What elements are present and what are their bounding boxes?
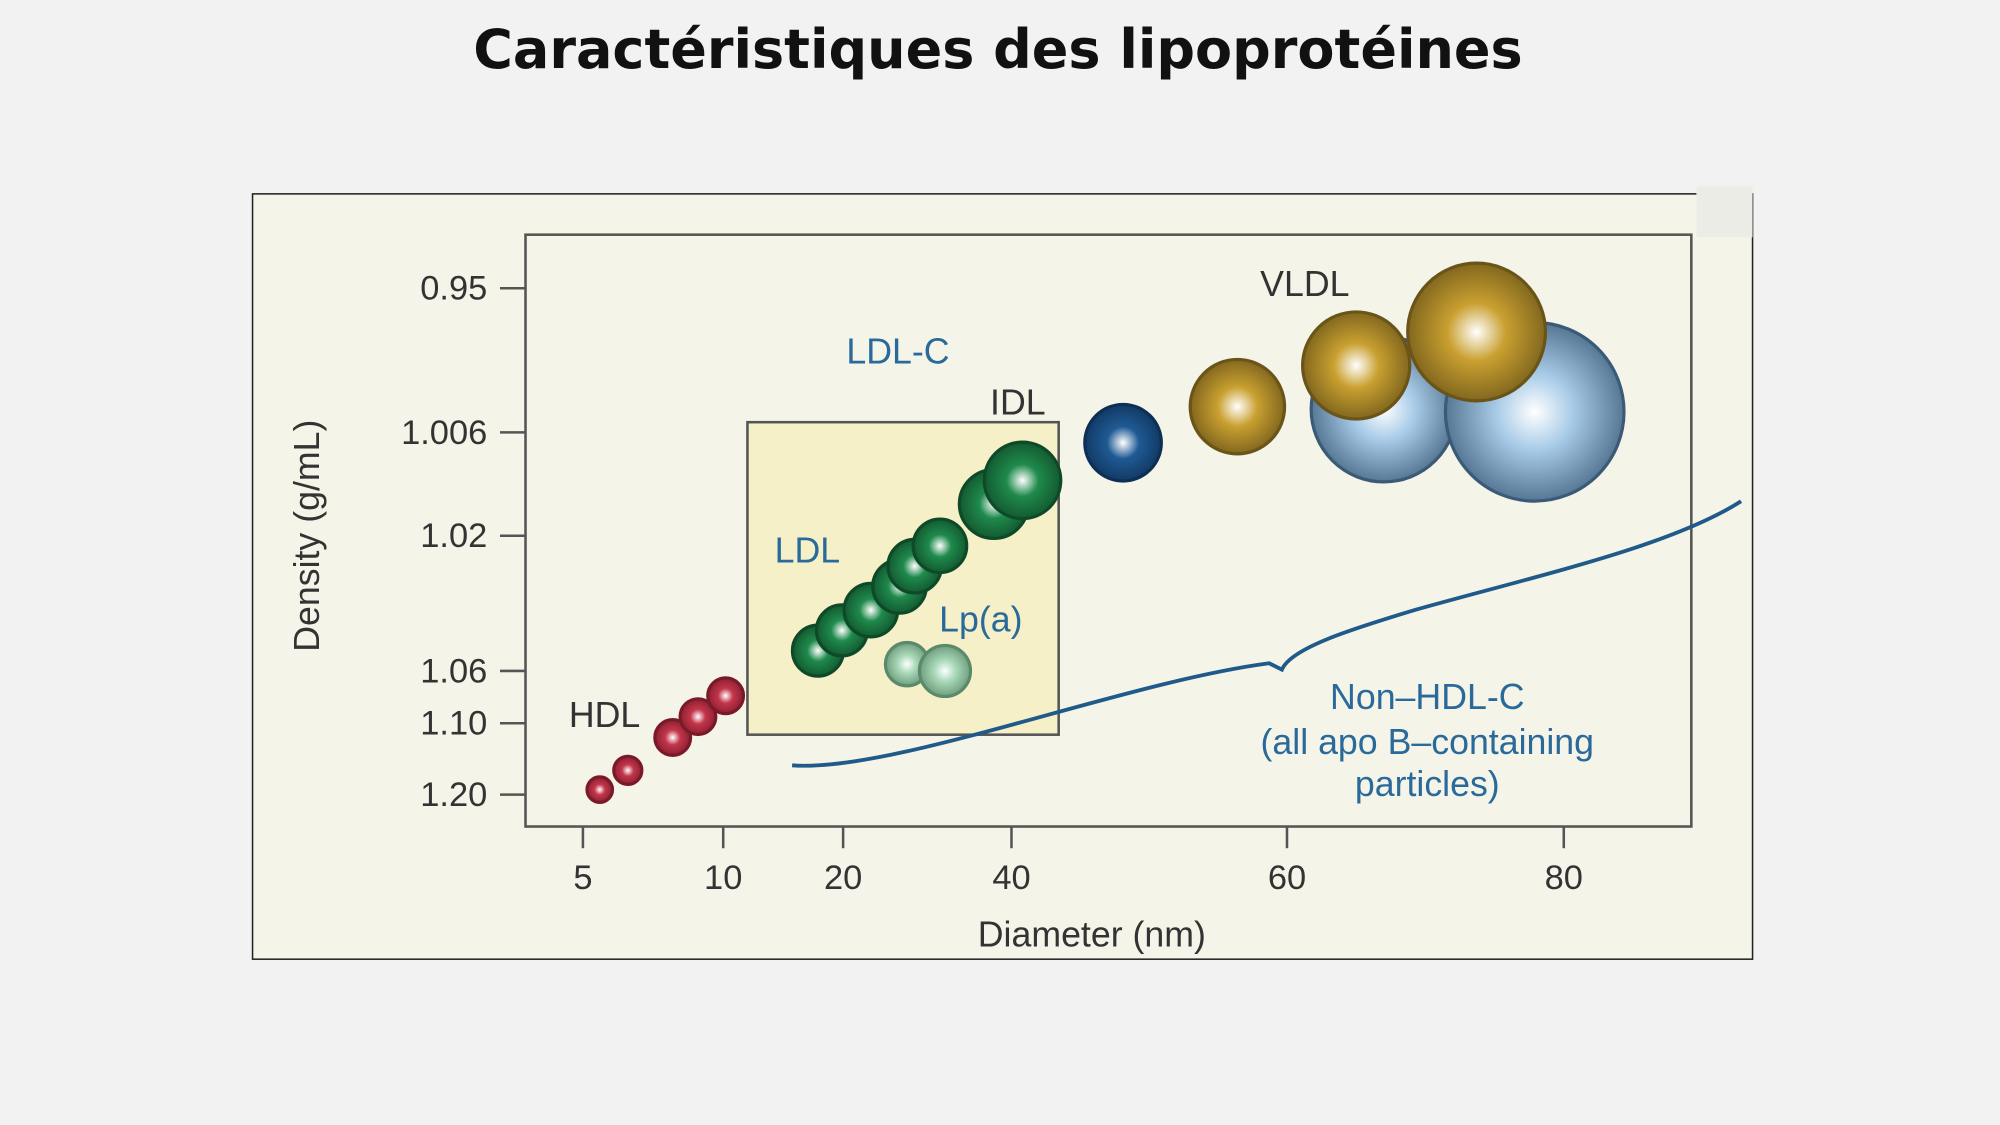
- non-hdl-brace: [791, 499, 1743, 768]
- slide-title: Caractéristiques des lipoprotéines: [473, 18, 1523, 81]
- x-tick-label: 10: [704, 859, 742, 897]
- particle-hdl: [706, 676, 746, 716]
- label-ldl-c: LDL-C: [846, 332, 949, 372]
- y-tick-label: 1.06: [420, 652, 487, 690]
- particle-idl: [1083, 402, 1163, 483]
- label-idl: IDL: [990, 383, 1046, 423]
- particle-ldl: [911, 517, 969, 575]
- particle-vldl: [1188, 357, 1287, 456]
- y-tick-label: 1.02: [420, 517, 487, 555]
- x-tick-label: 20: [824, 859, 862, 897]
- particle-hdl: [653, 718, 693, 757]
- label-lpa: Lp(a): [939, 599, 1022, 639]
- y-tick-label: 1.20: [420, 776, 487, 814]
- y-tick-label: 1.006: [401, 414, 487, 452]
- y-axis-label: Density (g/mL): [287, 420, 327, 652]
- y-tick-label: 0.95: [420, 270, 487, 308]
- label-non-hdl-1: Non–HDL-C: [1330, 677, 1524, 717]
- label-hdl: HDL: [569, 695, 640, 735]
- x-tick-label: 5: [573, 859, 592, 897]
- particle-hdl: [612, 754, 644, 786]
- plot-area: [524, 233, 1693, 828]
- label-non-hdl-2: (all apo B–containing: [1261, 722, 1594, 762]
- label-ldl: LDL: [775, 531, 840, 571]
- particle-vldl: [1301, 310, 1412, 421]
- x-tick-label: 40: [992, 859, 1030, 897]
- frame-notch: [1696, 186, 1753, 238]
- x-axis-label: Diameter (nm): [978, 914, 1206, 954]
- particle-ldl: [982, 440, 1063, 521]
- x-tick-label: 80: [1545, 859, 1583, 897]
- particle-lpa: [917, 643, 973, 699]
- particle-hdl: [585, 775, 615, 804]
- label-non-hdl-3: particles): [1355, 764, 1500, 804]
- particle-vldl: [1406, 261, 1548, 403]
- x-tick-label: 60: [1268, 859, 1306, 897]
- y-tick-label: 1.10: [420, 705, 487, 743]
- particle-hdl: [678, 697, 718, 737]
- label-vldl: VLDL: [1260, 264, 1349, 304]
